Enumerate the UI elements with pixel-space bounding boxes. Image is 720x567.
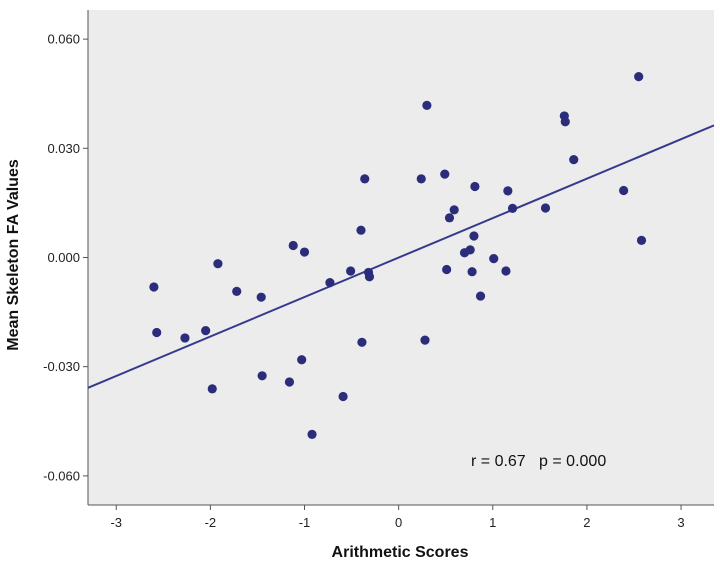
x-axis: -3 -2 -1 0 1 2 3: [88, 504, 714, 530]
y-tick-label: 0.030: [47, 141, 80, 156]
data-point: [442, 264, 452, 275]
y-tick-label: 0.000: [47, 250, 80, 265]
y-tick-label: 0.060: [47, 32, 80, 47]
data-point: [201, 326, 211, 336]
x-tick-label: -3: [110, 515, 122, 530]
x-tick-label: 1: [489, 515, 496, 530]
data-point: [475, 291, 486, 301]
x-tick-label: 0: [395, 515, 402, 530]
data-point: [560, 117, 570, 127]
data-point: [440, 169, 450, 179]
data-point: [149, 282, 159, 292]
y-axis: -0.060 -0.030 0.000 0.030 0.060: [43, 10, 89, 505]
data-point: [284, 377, 295, 387]
data-point: [634, 72, 644, 82]
data-point: [325, 278, 335, 288]
data-point: [540, 203, 551, 213]
data-point: [420, 335, 430, 345]
data-point: [501, 266, 511, 276]
data-point: [569, 154, 579, 165]
data-point: [152, 327, 162, 338]
data-point: [449, 205, 459, 215]
data-point: [636, 235, 647, 245]
data-point: [470, 181, 480, 192]
data-point: [232, 286, 242, 296]
x-axis-title: Arithmetic Scores: [332, 544, 469, 561]
y-tick-label: -0.060: [43, 468, 80, 483]
x-tick-label: -2: [205, 515, 217, 530]
data-point: [257, 371, 267, 381]
data-point: [360, 174, 370, 184]
data-point: [422, 100, 432, 110]
data-point: [357, 337, 367, 347]
regression-line: [87, 124, 715, 389]
data-point: [469, 231, 479, 241]
data-point: [299, 247, 310, 257]
data-point: [356, 225, 366, 235]
correlation-annotation: r = 0.67 p = 0.000: [471, 453, 606, 470]
x-tick-label: -1: [299, 515, 311, 530]
data-point: [338, 391, 348, 402]
data-point: [503, 186, 513, 196]
data-point: [213, 259, 223, 269]
data-point: [180, 333, 190, 343]
data-point: [307, 429, 317, 439]
data-point: [467, 267, 477, 277]
data-point: [416, 174, 426, 184]
y-tick-label: -0.030: [43, 359, 80, 374]
data-point: [364, 272, 375, 282]
data-point: [288, 240, 298, 251]
data-point: [297, 355, 307, 365]
data-point: [256, 292, 266, 302]
x-tick-label: 3: [677, 515, 684, 530]
data-point: [346, 266, 356, 276]
data-point: [489, 253, 499, 264]
x-tick-label: 2: [583, 515, 590, 530]
data-points: [149, 72, 647, 439]
data-point: [207, 384, 217, 394]
data-point: [465, 245, 475, 255]
y-axis-title: Mean Skeleton FA Values: [5, 159, 22, 351]
data-point: [619, 185, 629, 196]
data-point: [444, 213, 455, 223]
data-point: [507, 203, 518, 213]
